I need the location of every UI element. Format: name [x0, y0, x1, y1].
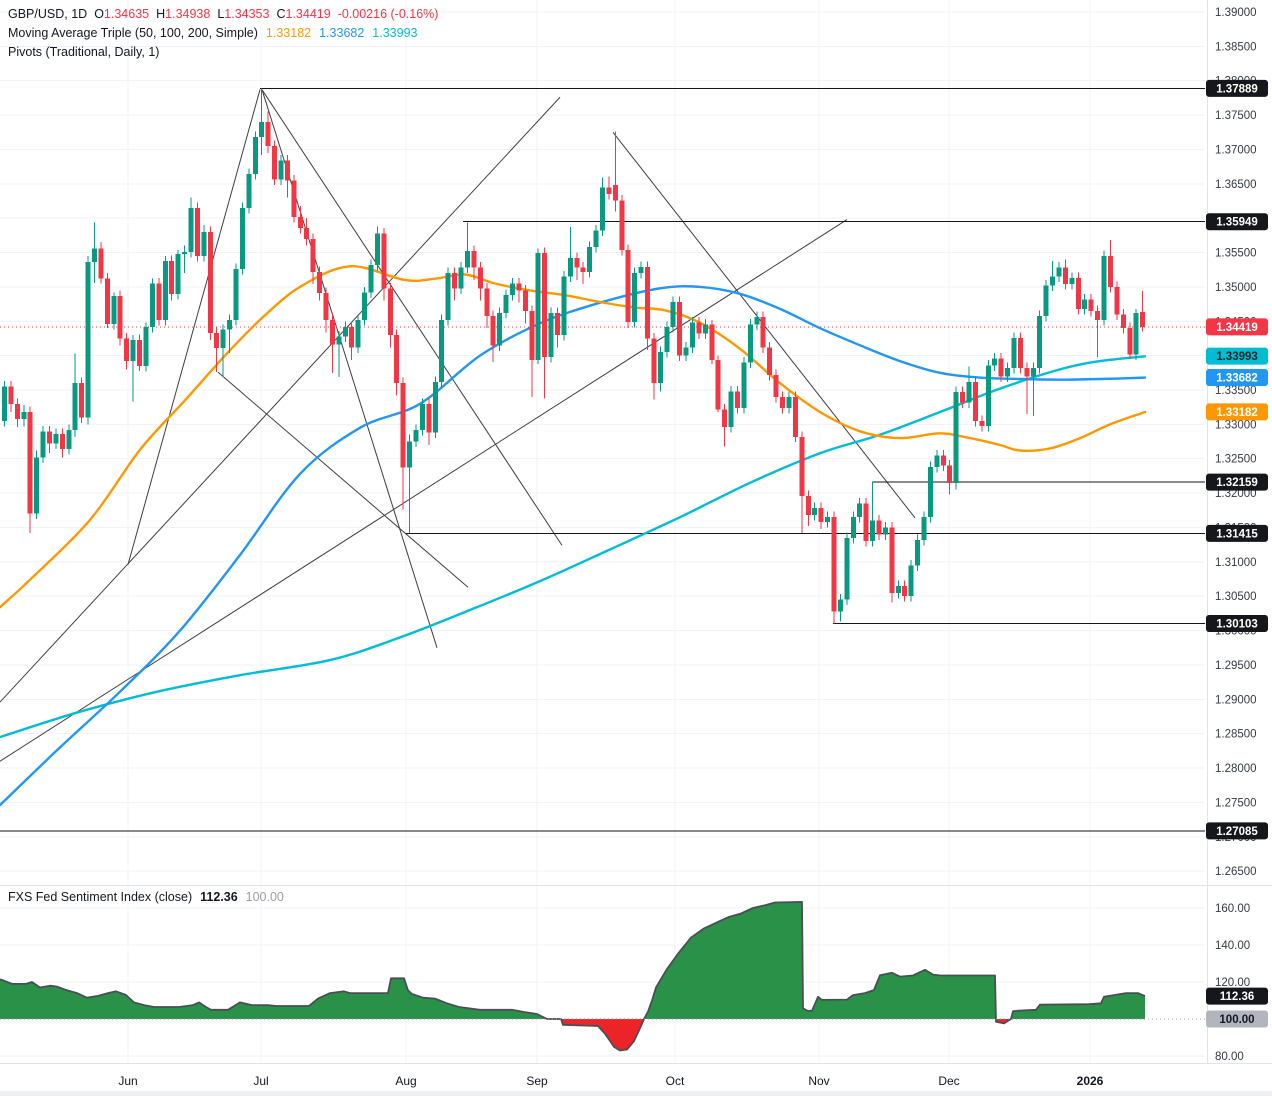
price-axis-badges: 1.37889 1.35949 1.32159 1.31415 1.30103 1.270…: [1206, 79, 1268, 1028]
svg-text:1.27500: 1.27500: [1215, 797, 1257, 809]
time-axis[interactable]: Jun Jul Aug Sep Oct Nov Dec 2026: [118, 1074, 1103, 1088]
sentiment-base-value: 100.00: [245, 890, 284, 904]
candlestick-series: [2, 88, 1146, 624]
svg-text:80.00: 80.00: [1215, 1051, 1244, 1063]
sentiment-badge: 100.00: [1206, 1010, 1268, 1028]
svg-text:1.35500: 1.35500: [1215, 248, 1257, 260]
ma-indicator-name: Moving Average Triple (50, 100, 200, Sim…: [8, 26, 258, 40]
open-value: 1.34635: [103, 7, 150, 21]
svg-text:1.26500: 1.26500: [1215, 866, 1257, 878]
trendlines: [0, 89, 916, 762]
ma-value-badge: 1.33993: [1206, 347, 1268, 365]
legend-ma-row[interactable]: Moving Average Triple (50, 100, 200, Sim…: [8, 24, 438, 43]
svg-text:1.38500: 1.38500: [1215, 41, 1257, 53]
svg-text:1.28500: 1.28500: [1215, 729, 1257, 741]
svg-text:1.28000: 1.28000: [1215, 763, 1257, 775]
legend-pivots-row[interactable]: Pivots (Traditional, Daily, 1): [8, 43, 438, 62]
svg-text:1.33682: 1.33682: [1216, 373, 1258, 385]
svg-text:Jul: Jul: [253, 1074, 268, 1088]
low-label: L: [217, 7, 225, 21]
current-price-badge: 1.34419: [1206, 318, 1268, 336]
svg-text:1.37500: 1.37500: [1215, 110, 1257, 122]
gridlines: [0, 0, 1205, 1063]
pivots-indicator-name: Pivots (Traditional, Daily, 1): [8, 45, 160, 59]
chart-legend: GBP/USD, 1D O1.34635 H1.34938 L1.34353 C1.34…: [8, 5, 438, 62]
pivot-level-badge: 1.30103: [1206, 614, 1268, 632]
sentiment-area-positive: [0, 901, 1145, 1019]
svg-text:1.29000: 1.29000: [1215, 694, 1257, 706]
pivot-level-badge: 1.31415: [1206, 524, 1268, 542]
svg-text:1.35000: 1.35000: [1215, 282, 1257, 294]
sentiment-legend-row[interactable]: FXS Fed Sentiment Index (close) 112.36 100…: [8, 890, 284, 904]
pivot-level-badge: 1.32159: [1206, 473, 1268, 491]
svg-text:Dec: Dec: [938, 1074, 959, 1088]
svg-text:Nov: Nov: [808, 1074, 829, 1088]
svg-text:2026: 2026: [1077, 1074, 1104, 1088]
legend-symbol-row[interactable]: GBP/USD, 1D O1.34635 H1.34938 L1.34353 C1.34…: [8, 5, 438, 24]
svg-text:Aug: Aug: [395, 1074, 416, 1088]
svg-text:1.30103: 1.30103: [1216, 618, 1258, 630]
svg-text:100.00: 100.00: [1219, 1014, 1254, 1026]
sentiment-badge: 112.36: [1206, 987, 1268, 1005]
ma50-line: [0, 265, 1147, 609]
svg-text:1.29500: 1.29500: [1215, 660, 1257, 672]
high-value: 1.34938: [165, 7, 211, 21]
svg-text:Sep: Sep: [526, 1074, 548, 1088]
sentiment-indicator-name: FXS Fed Sentiment Index (close): [8, 890, 193, 904]
svg-text:1.36500: 1.36500: [1215, 179, 1257, 191]
ma50-value: 1.33182: [265, 26, 312, 40]
svg-text:1.33000: 1.33000: [1215, 419, 1257, 431]
close-value: 1.34419: [285, 7, 331, 21]
sentiment-value: 112.36: [200, 890, 238, 904]
svg-text:Oct: Oct: [666, 1074, 685, 1088]
svg-text:1.32500: 1.32500: [1215, 454, 1257, 466]
svg-text:160.00: 160.00: [1215, 903, 1250, 915]
pivot-level-badge: 1.37889: [1206, 79, 1268, 97]
svg-text:1.35949: 1.35949: [1216, 217, 1258, 229]
change-value: -0.00216 (-0.16%): [337, 7, 439, 21]
svg-text:1.37000: 1.37000: [1215, 144, 1257, 156]
svg-text:1.30500: 1.30500: [1215, 591, 1257, 603]
svg-text:1.39000: 1.39000: [1215, 7, 1257, 19]
svg-text:1.33500: 1.33500: [1215, 385, 1257, 397]
svg-text:Jun: Jun: [118, 1074, 137, 1088]
svg-text:1.27085: 1.27085: [1216, 826, 1258, 838]
svg-text:1.37889: 1.37889: [1216, 83, 1258, 95]
symbol-title: GBP/USD, 1D: [8, 7, 88, 21]
pivot-level-badge: 1.35949: [1206, 213, 1268, 231]
svg-text:112.36: 112.36: [1220, 991, 1255, 1003]
svg-text:1.31000: 1.31000: [1215, 557, 1257, 569]
ma200-line: [0, 355, 1147, 739]
ma-value-badge: 1.33182: [1206, 403, 1268, 421]
pivot-level-badge: 1.27085: [1206, 822, 1268, 840]
svg-text:1.32000: 1.32000: [1215, 488, 1257, 500]
pivot-level-lines: [0, 87, 1205, 832]
svg-text:1.33182: 1.33182: [1216, 407, 1258, 419]
close-label: C: [276, 7, 286, 21]
sentiment-line: [0, 901, 1146, 1052]
svg-text:1.31415: 1.31415: [1216, 528, 1258, 540]
svg-text:120.00: 120.00: [1215, 977, 1250, 989]
svg-text:1.32159: 1.32159: [1216, 477, 1258, 489]
ma100-value: 1.33682: [319, 26, 365, 40]
svg-text:1.34419: 1.34419: [1216, 322, 1258, 334]
svg-text:1.33993: 1.33993: [1216, 351, 1258, 363]
ma200-value: 1.33993: [372, 26, 418, 40]
ma-value-badge: 1.33682: [1206, 369, 1268, 387]
open-label: O: [94, 7, 104, 21]
ma100-line: [0, 285, 1147, 807]
svg-text:140.00: 140.00: [1215, 940, 1250, 952]
sentiment-area: [0, 901, 1205, 1052]
high-label: H: [156, 7, 166, 21]
low-value: 1.34353: [224, 7, 270, 21]
